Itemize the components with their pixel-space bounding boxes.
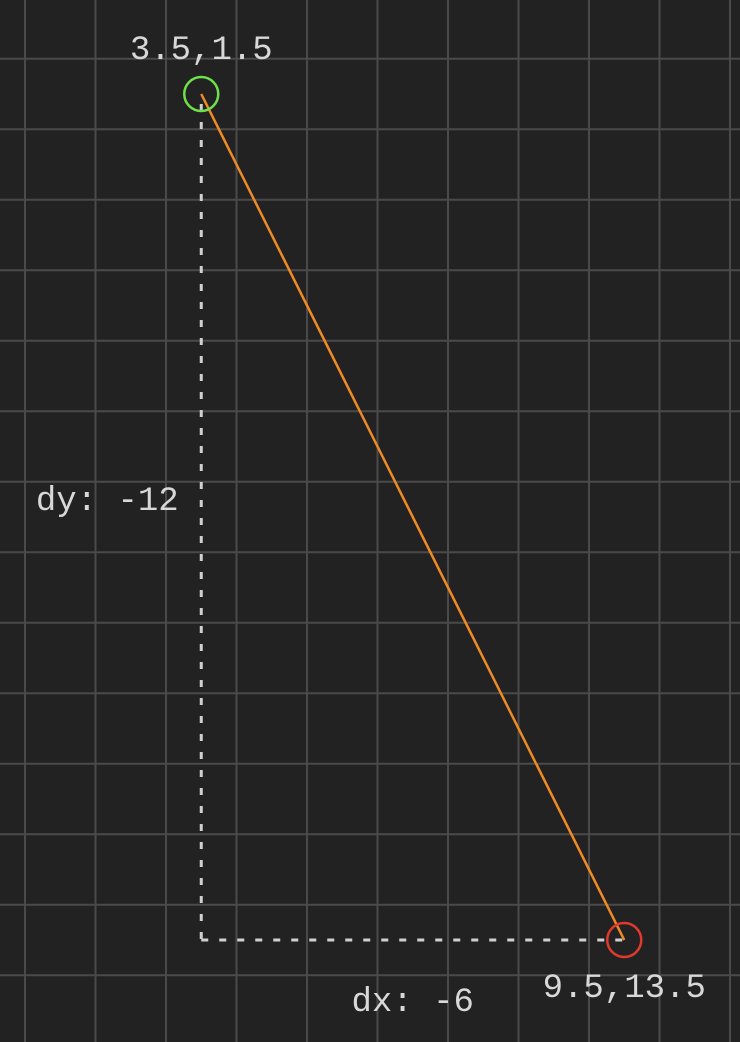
end-point-label: 9.5,13.5 [543, 970, 706, 1008]
dx-label: dx: -6 [352, 984, 474, 1022]
start-point-marker[interactable] [183, 75, 220, 113]
dy-label: dy: -12 [36, 483, 179, 521]
start-point-label: 3.5,1.5 [130, 32, 273, 70]
end-point-marker[interactable] [606, 921, 643, 959]
vector-segment [200, 93, 626, 941]
